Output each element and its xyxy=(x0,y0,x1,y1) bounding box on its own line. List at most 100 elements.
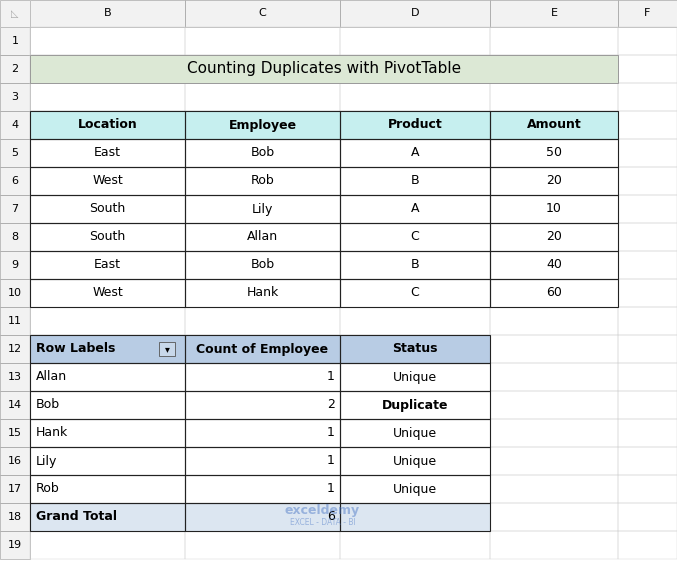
Bar xyxy=(30,83,185,111)
Text: 60: 60 xyxy=(546,287,562,300)
Text: Grand Total: Grand Total xyxy=(36,511,117,524)
Bar xyxy=(340,475,490,503)
Bar xyxy=(30,279,185,307)
Text: 40: 40 xyxy=(546,259,562,271)
Bar xyxy=(618,279,677,307)
Bar xyxy=(30,167,185,195)
Bar xyxy=(490,55,618,83)
Text: Amount: Amount xyxy=(527,119,582,132)
Text: 8: 8 xyxy=(12,232,18,242)
Bar xyxy=(490,139,618,167)
Text: Lily: Lily xyxy=(36,455,58,467)
Bar xyxy=(30,363,185,391)
Bar xyxy=(490,279,618,307)
Bar xyxy=(30,391,185,419)
Bar xyxy=(618,503,677,531)
Bar xyxy=(30,531,185,559)
Text: West: West xyxy=(92,287,123,300)
Bar xyxy=(185,307,340,335)
Bar xyxy=(0,223,30,251)
Bar xyxy=(340,503,490,531)
Bar xyxy=(30,111,185,139)
Bar xyxy=(185,27,340,55)
Text: Lily: Lily xyxy=(252,202,274,215)
Bar xyxy=(490,447,618,475)
Bar xyxy=(490,27,618,55)
Bar xyxy=(618,27,677,55)
Text: 2: 2 xyxy=(327,398,335,411)
Bar xyxy=(30,419,185,447)
Bar xyxy=(618,83,677,111)
Bar xyxy=(30,139,185,167)
Text: Unique: Unique xyxy=(393,426,437,439)
Bar xyxy=(30,391,185,419)
Bar xyxy=(340,251,490,279)
Text: South: South xyxy=(89,230,126,243)
Bar xyxy=(340,279,490,307)
Bar xyxy=(490,27,618,55)
Bar xyxy=(618,363,677,391)
Text: 1: 1 xyxy=(12,36,18,46)
Bar xyxy=(0,363,30,391)
Bar xyxy=(30,503,185,531)
Bar xyxy=(340,111,490,139)
Text: 1: 1 xyxy=(327,455,335,467)
Text: 19: 19 xyxy=(8,540,22,550)
Bar xyxy=(340,279,490,307)
Bar xyxy=(30,55,185,83)
Bar xyxy=(618,251,677,279)
Text: 1: 1 xyxy=(327,370,335,384)
Text: Hank: Hank xyxy=(36,426,68,439)
Bar xyxy=(618,391,677,419)
Bar xyxy=(618,335,677,363)
Bar xyxy=(185,335,340,363)
Bar xyxy=(0,55,30,83)
Text: South: South xyxy=(89,202,126,215)
Bar xyxy=(490,83,618,111)
Bar xyxy=(340,335,490,363)
Bar xyxy=(490,307,618,335)
Bar xyxy=(185,139,340,167)
Text: Bob: Bob xyxy=(250,146,275,160)
Bar xyxy=(185,167,340,195)
Bar xyxy=(0,391,30,419)
Bar xyxy=(185,447,340,475)
Bar xyxy=(185,475,340,503)
Bar xyxy=(618,307,677,335)
Bar xyxy=(340,251,490,279)
Bar xyxy=(30,503,185,531)
Bar xyxy=(0,279,30,307)
Bar xyxy=(0,83,30,111)
Bar xyxy=(340,503,490,531)
Bar xyxy=(490,167,618,195)
Bar xyxy=(0,139,30,167)
Bar xyxy=(490,475,618,503)
Bar xyxy=(0,447,30,475)
Bar xyxy=(340,111,490,139)
Bar xyxy=(0,475,30,503)
Text: West: West xyxy=(92,174,123,188)
Text: 14: 14 xyxy=(8,400,22,410)
Bar xyxy=(30,279,185,307)
Bar xyxy=(185,419,340,447)
Bar xyxy=(185,139,340,167)
Bar xyxy=(618,503,677,531)
Bar xyxy=(340,27,490,55)
Bar xyxy=(0,251,30,279)
Bar xyxy=(490,223,618,251)
Bar xyxy=(618,447,677,475)
Bar xyxy=(185,335,340,363)
Text: ▾: ▾ xyxy=(165,344,169,354)
Bar xyxy=(340,139,490,167)
Bar xyxy=(0,391,30,419)
Bar xyxy=(618,391,677,419)
Bar xyxy=(0,111,30,139)
Bar xyxy=(0,167,30,195)
Bar xyxy=(618,55,677,83)
Text: 9: 9 xyxy=(12,260,18,270)
Bar xyxy=(490,195,618,223)
Bar xyxy=(0,27,30,55)
Text: 16: 16 xyxy=(8,456,22,466)
Text: 12: 12 xyxy=(8,344,22,354)
Bar xyxy=(185,55,340,83)
